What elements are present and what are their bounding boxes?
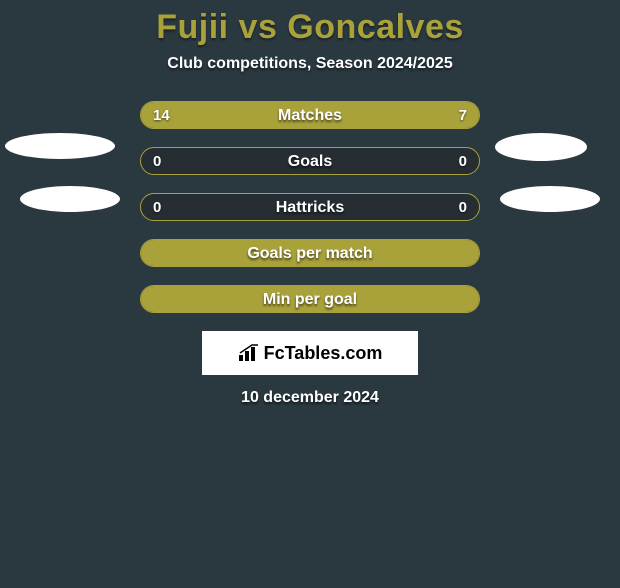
stat-bar-track: Min per goal <box>140 285 480 313</box>
stat-bar-track: 00Hattricks <box>140 193 480 221</box>
site-logo-text: FcTables.com <box>238 343 383 364</box>
player-token <box>495 133 587 161</box>
player-token <box>20 186 120 212</box>
comparison-subtitle: Club competitions, Season 2024/2025 <box>0 55 620 73</box>
logo-label: FcTables.com <box>264 343 383 364</box>
player-token <box>500 186 600 212</box>
player-token <box>5 133 115 159</box>
stat-label: Min per goal <box>141 286 479 314</box>
stat-row: 147Matches <box>0 101 620 129</box>
comparison-title: Fujii vs Goncalves <box>0 8 620 47</box>
stat-row: Goals per match <box>0 239 620 267</box>
stat-bar-track: Goals per match <box>140 239 480 267</box>
stat-label: Goals per match <box>141 240 479 268</box>
stat-label: Hattricks <box>141 194 479 222</box>
stat-bar-track: 147Matches <box>140 101 480 129</box>
stat-bar-track: 00Goals <box>140 147 480 175</box>
logo-bars-icon <box>238 344 260 362</box>
stat-row: Min per goal <box>0 285 620 313</box>
stat-label: Goals <box>141 148 479 176</box>
stat-label: Matches <box>141 102 479 130</box>
site-logo: FcTables.com <box>202 331 418 375</box>
snapshot-date: 10 december 2024 <box>0 389 620 407</box>
